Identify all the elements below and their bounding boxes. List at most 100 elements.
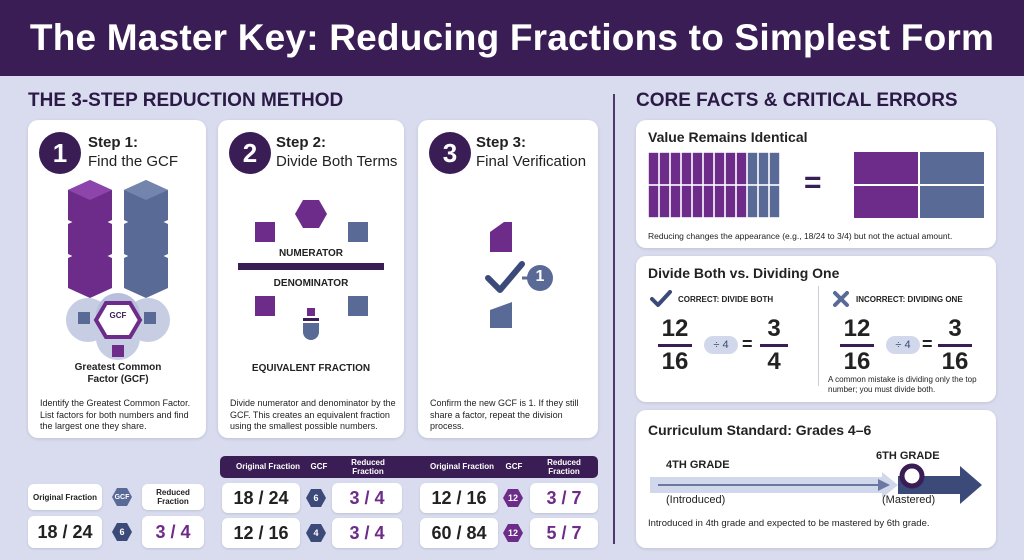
grid-cell	[659, 152, 670, 185]
end-grade-label: 6TH GRADE	[876, 450, 940, 462]
fraction-bar	[238, 263, 384, 270]
check-value: 1	[535, 268, 545, 285]
quarter-purple-1	[854, 152, 918, 184]
denominator-label: DENOMINATOR	[273, 278, 349, 289]
correct-num: 12	[661, 315, 689, 342]
divide-illustration	[238, 200, 384, 340]
numerator-square-left	[255, 222, 275, 242]
incorrect-label: INCORRECT: DIVIDING ONE	[856, 295, 963, 304]
divide-card-note: A common mistake is dividing only the to…	[828, 375, 977, 394]
correct-equals: =	[742, 334, 753, 354]
step-3-title: Step 3:	[476, 134, 527, 151]
table1-header-reduced: Reduced Fraction	[142, 484, 204, 510]
incorrect-divide-pill: ÷ 4	[886, 336, 920, 354]
curriculum-card-caption: Introduced in 4th grade and expected to …	[648, 518, 930, 529]
table3-row2-reduced: 5 / 7	[530, 518, 598, 548]
step-1-description: Identify the Greatest Common Factor. Lis…	[40, 398, 191, 431]
grid-cell	[670, 185, 681, 218]
value-card-caption: Reducing changes the appearance (e.g., 1…	[648, 231, 953, 241]
page-title: The Master Key: Reducing Fractions to Si…	[0, 0, 1024, 76]
table2-header-original: Original Fraction	[235, 462, 300, 471]
table3-row2-gcf-icon: 12	[503, 524, 523, 542]
gcf-one-circle	[527, 265, 553, 291]
table2-row2-original-value: 12 / 16	[233, 522, 289, 543]
grid-cell	[681, 185, 692, 218]
divide-card-title: Divide Both vs. Dividing One	[648, 265, 840, 281]
incorrect-den: 16	[843, 348, 871, 375]
grid-cell	[736, 152, 747, 185]
mastered-marker	[899, 463, 925, 489]
denominator-square-left	[255, 296, 275, 316]
numerator-square-right	[348, 222, 368, 242]
step-1-card: 1 Step 1: Find the GCF GCF Greates	[28, 120, 206, 438]
check-icon	[485, 261, 525, 293]
small-numerator-shape	[307, 308, 315, 316]
grid-cell	[714, 152, 725, 185]
correct-result-den: 4	[767, 348, 781, 375]
small-denominator-shape	[303, 323, 319, 340]
table1-header-reduced-label: Reduced Fraction	[156, 488, 190, 506]
step-2-badge: 2	[229, 132, 271, 174]
grid-cell	[747, 152, 758, 185]
numerator-label: NUMERATOR	[278, 248, 344, 259]
table2-row1-gcf-value: 6	[313, 493, 319, 503]
table1-original-value: 18 / 24	[37, 521, 93, 542]
table1-original-cell: 18 / 24	[28, 516, 102, 548]
table2-row2-gcf-value: 4	[313, 528, 319, 538]
grid-cell	[692, 185, 703, 218]
small-fraction-bar	[303, 318, 319, 321]
table3-row2-gcf-value: 12	[507, 528, 518, 538]
divide-card: Divide Both vs. Dividing One CORRECT: DI…	[636, 256, 996, 402]
grade-progression-arrow	[650, 463, 982, 504]
equivalent-fraction-label: EQUIVALENT FRACTION	[251, 363, 371, 374]
table1-header-gcf-label: GCF	[114, 493, 130, 501]
incorrect-equals: =	[922, 334, 933, 354]
four-parts-grid	[854, 152, 984, 218]
incorrect-result-num: 3	[948, 315, 962, 342]
grid-cell	[670, 152, 681, 185]
correct-den: 16	[661, 348, 689, 375]
table3-row1-original-value: 12 / 16	[431, 487, 487, 508]
step-3-card: 3 Step 3: Final Verification 1 Confirm t…	[418, 120, 598, 438]
gcf-figure-label: Greatest Common Factor (GCF)	[74, 362, 162, 385]
table2-row1-original: 18 / 24	[222, 483, 300, 513]
incorrect-num: 12	[843, 315, 871, 342]
table3-row2-original-value: 60 / 84	[431, 522, 487, 543]
gcf-venn	[66, 293, 170, 360]
step-1-subtitle: Find the GCF	[88, 153, 179, 170]
hexagon-shape	[295, 200, 327, 228]
table3-row2-reduced-value: 5 / 7	[546, 522, 582, 543]
table1-reduced-cell: 3 / 4	[142, 516, 204, 548]
table3-header-reduced: Reduced Fraction	[547, 458, 581, 476]
grid-cell	[758, 152, 769, 185]
table2-row1-reduced: 3 / 4	[332, 483, 402, 513]
step-1-heading: Step 1: Find the GCF	[88, 133, 178, 171]
incorrect-result-den: 16	[941, 348, 969, 375]
step-1-title: Step 1:	[88, 134, 139, 151]
incorrect-original-fraction: 12 16	[840, 316, 874, 375]
table3-row1-gcf-value: 12	[507, 493, 518, 503]
table2-row2-reduced: 3 / 4	[332, 518, 402, 548]
grid-cell	[725, 152, 736, 185]
step-3-badge: 3	[429, 132, 471, 174]
purple-shape	[490, 222, 512, 252]
grid-cell	[692, 152, 703, 185]
start-grade-label: 4TH GRADE	[666, 459, 730, 471]
purple-block-column	[68, 180, 112, 298]
gcf-illustration	[66, 180, 170, 360]
grid-cell	[681, 152, 692, 185]
table1-gcf-icon: 6	[112, 523, 132, 541]
table2-row2-original: 12 / 16	[222, 518, 300, 548]
table1-header-original: Original Fraction	[28, 484, 102, 510]
correct-original-fraction: 12 16	[658, 316, 692, 375]
value-card: Value Remains Identical = Reducing chang…	[636, 120, 996, 248]
step-3-subtitle: Final Verification	[476, 153, 587, 170]
quarter-slate-1	[920, 152, 984, 184]
curriculum-card: Curriculum Standard: Grades 4–6 4TH GRAD…	[636, 410, 996, 548]
section-divider	[613, 94, 615, 544]
divide-card-separator	[818, 286, 819, 386]
step-2-title: Step 2:	[276, 134, 327, 151]
grid-cell	[703, 185, 714, 218]
left-section-title: THE 3-STEP REDUCTION METHOD	[28, 90, 344, 111]
correct-label: CORRECT: DIVIDE BOTH	[678, 295, 774, 304]
